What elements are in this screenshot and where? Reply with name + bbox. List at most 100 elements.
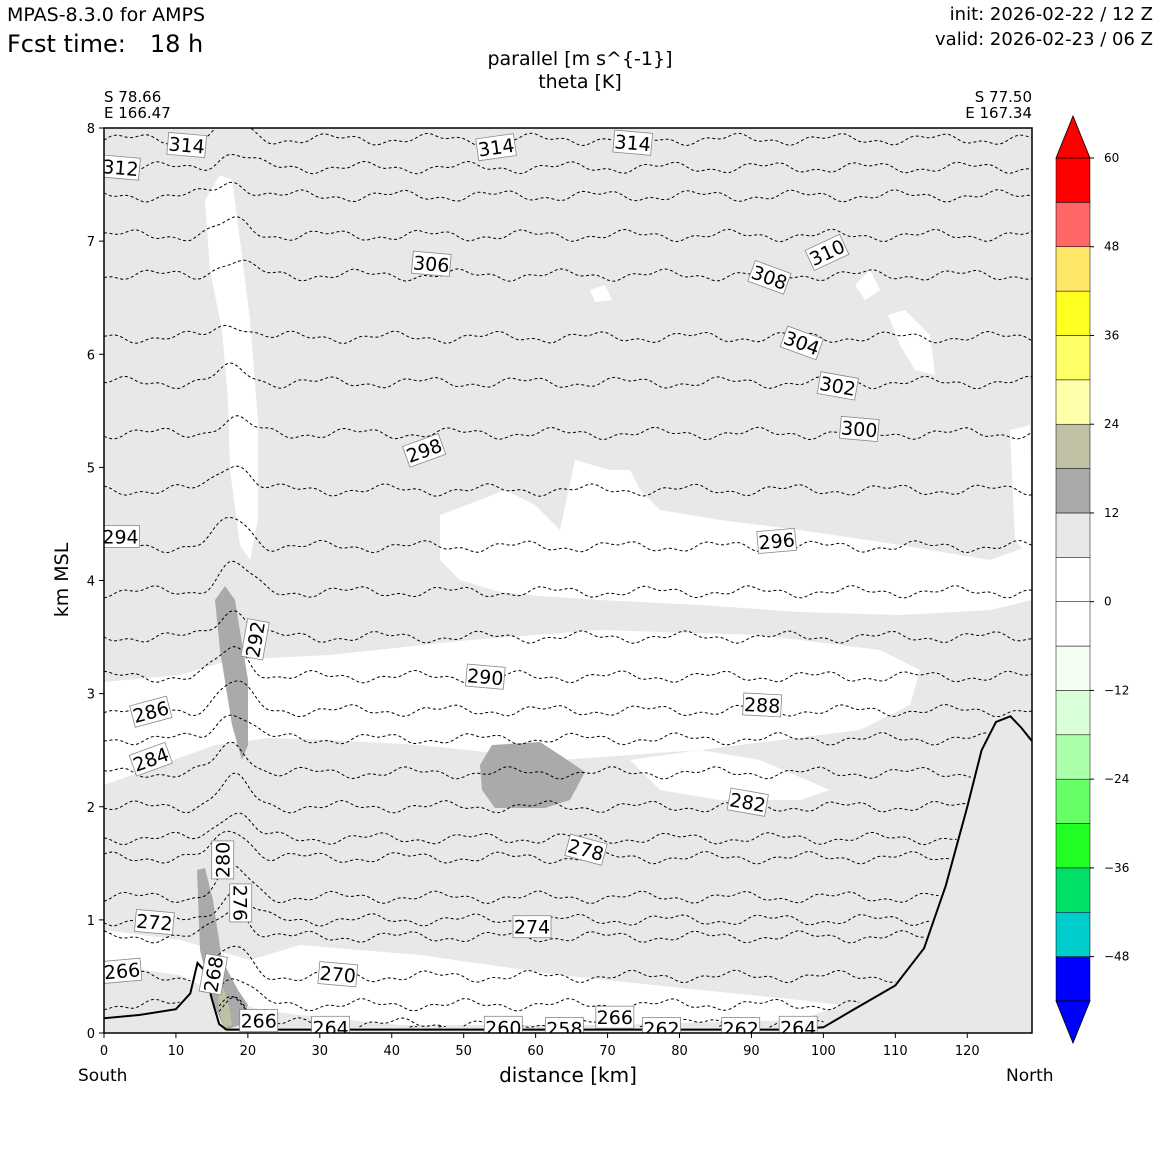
- contour-label: 276: [229, 883, 253, 923]
- theta-contour-line: [104, 646, 1032, 684]
- colorbar-tick-label: 36: [1104, 328, 1119, 342]
- y-axis: 0 1 2 3 4 5 6 7 8: [87, 122, 104, 1042]
- wind-shading-white-region: [104, 630, 920, 785]
- contour-label-box: [128, 741, 173, 777]
- contour-label-box: [475, 133, 517, 162]
- end-lon: E 167.34: [965, 104, 1032, 122]
- theta-contour-line: [104, 181, 1032, 203]
- colorbar-segment: [1055, 290, 1091, 336]
- valid-time: valid: 2026-02-23 / 06 Z: [935, 29, 1153, 50]
- contour-label: 312: [101, 154, 141, 181]
- contour-label-text: 312: [101, 156, 139, 181]
- x-tick-label: 10: [168, 1044, 185, 1059]
- contour-label-box: [742, 692, 783, 718]
- theta-contour-line: [104, 772, 968, 814]
- contour-label: 292: [240, 618, 270, 661]
- colorbar-segment: [1055, 468, 1091, 514]
- contour-label: 306: [410, 250, 452, 277]
- contour-label-text: 290: [466, 665, 504, 690]
- contour-label-box: [104, 525, 140, 548]
- contour-label-box: [464, 663, 506, 690]
- x-axis-label: distance [km]: [499, 1063, 637, 1087]
- contour-label: 314: [166, 131, 208, 159]
- contour-label-text: 314: [614, 131, 652, 156]
- theta-contour-line: [104, 978, 860, 1012]
- contour-label-box: [198, 953, 228, 996]
- contour-label-box: [726, 787, 769, 817]
- contour-label: 270: [317, 961, 359, 988]
- theta-contour-line: [104, 128, 1032, 147]
- x-tick-label: 0: [100, 1044, 108, 1059]
- contour-label-text: 300: [840, 417, 878, 442]
- contour-labels: 314 314 3143123103083063043023002982962942…: [101, 129, 880, 1039]
- colorbar-segment: [1055, 512, 1091, 558]
- contour-label-box: [612, 129, 654, 156]
- contour-label: 314: [612, 129, 654, 156]
- contour-label-text: 274: [514, 917, 550, 939]
- contour-label: 272: [134, 909, 175, 936]
- contour-label: 266: [239, 1009, 279, 1033]
- chart-subtitle: theta [K]: [538, 71, 622, 93]
- contour-label-text: 296: [758, 529, 796, 554]
- forecast-time-label: Fcst time:: [7, 30, 126, 58]
- contour-label: 296: [756, 527, 797, 554]
- y-tick-label: 2: [87, 801, 95, 816]
- x-axis: 0 10 20 30 40 50 60 70 80 90 100 110 120: [100, 1033, 980, 1059]
- theta-contour-line: [104, 714, 989, 746]
- contour-label-box: [134, 909, 175, 936]
- contour-label-text: 264: [780, 1017, 816, 1039]
- x-tick-label: 60: [527, 1044, 544, 1059]
- y-tick-label: 5: [87, 461, 95, 476]
- contour-label-box: [756, 527, 797, 554]
- contour-label-text: 266: [241, 1011, 277, 1033]
- contour-label-box: [211, 840, 235, 880]
- contour-label: 264: [311, 1015, 351, 1039]
- contour-label-box: [166, 131, 208, 159]
- wind-core-shading: [215, 586, 248, 760]
- contour-label-text: 288: [743, 694, 780, 718]
- start-point: S 78.66 E 166.47: [104, 89, 171, 121]
- colorbar-tick-label: 12: [1104, 506, 1119, 520]
- contour-label-box: [317, 961, 359, 988]
- contour-label-box: [721, 1017, 761, 1033]
- contour-label-box: [104, 154, 141, 181]
- contour-label-box: [838, 415, 880, 442]
- y-tick-label: 7: [87, 235, 95, 250]
- colorbar-segment: [1055, 823, 1091, 869]
- contour-label-box: [129, 695, 173, 728]
- x-tick-label: 40: [383, 1044, 400, 1059]
- contour-label-text: 266: [597, 1007, 633, 1029]
- contour-label-text: 272: [135, 911, 173, 936]
- contour-label: 262: [642, 1017, 681, 1033]
- contour-label: 264: [778, 1015, 818, 1039]
- contour-label-box: [747, 259, 792, 295]
- contour-label: 266: [595, 1005, 635, 1029]
- y-tick-label: 4: [87, 575, 95, 590]
- theta-contour-line: [104, 216, 1032, 243]
- y-tick-label: 0: [87, 1027, 95, 1042]
- contour-label: 262: [721, 1017, 761, 1033]
- contour-label-box: [240, 618, 270, 661]
- wind-shading-white-region: [205, 175, 258, 560]
- x-tick-label: 20: [240, 1044, 257, 1059]
- contour-label-text: 264: [312, 1017, 348, 1039]
- wind-shading-white-region: [630, 750, 830, 800]
- colorbar-tick-label: −12: [1104, 683, 1129, 697]
- contour-label-box: [311, 1015, 351, 1033]
- colorbar-segment: [1055, 202, 1091, 247]
- colorbar-segment: [1055, 690, 1091, 736]
- contour-label-text: 270: [319, 963, 357, 988]
- colorbar-segment: [1055, 734, 1091, 780]
- y-tick-label: 1: [87, 914, 95, 929]
- colorbar-tick-label: −24: [1104, 772, 1129, 786]
- theta-contour-line: [104, 609, 1032, 644]
- colorbar-segment: [1055, 157, 1091, 203]
- contour-label: 266: [104, 957, 143, 984]
- contour-label: 314: [475, 133, 517, 162]
- theta-contour-line: [104, 153, 1032, 175]
- x-tick-label: 120: [955, 1044, 980, 1059]
- colorbar-segment: [1055, 335, 1091, 381]
- y-tick-label: 8: [87, 122, 95, 137]
- colorbar-segment: [1055, 423, 1091, 469]
